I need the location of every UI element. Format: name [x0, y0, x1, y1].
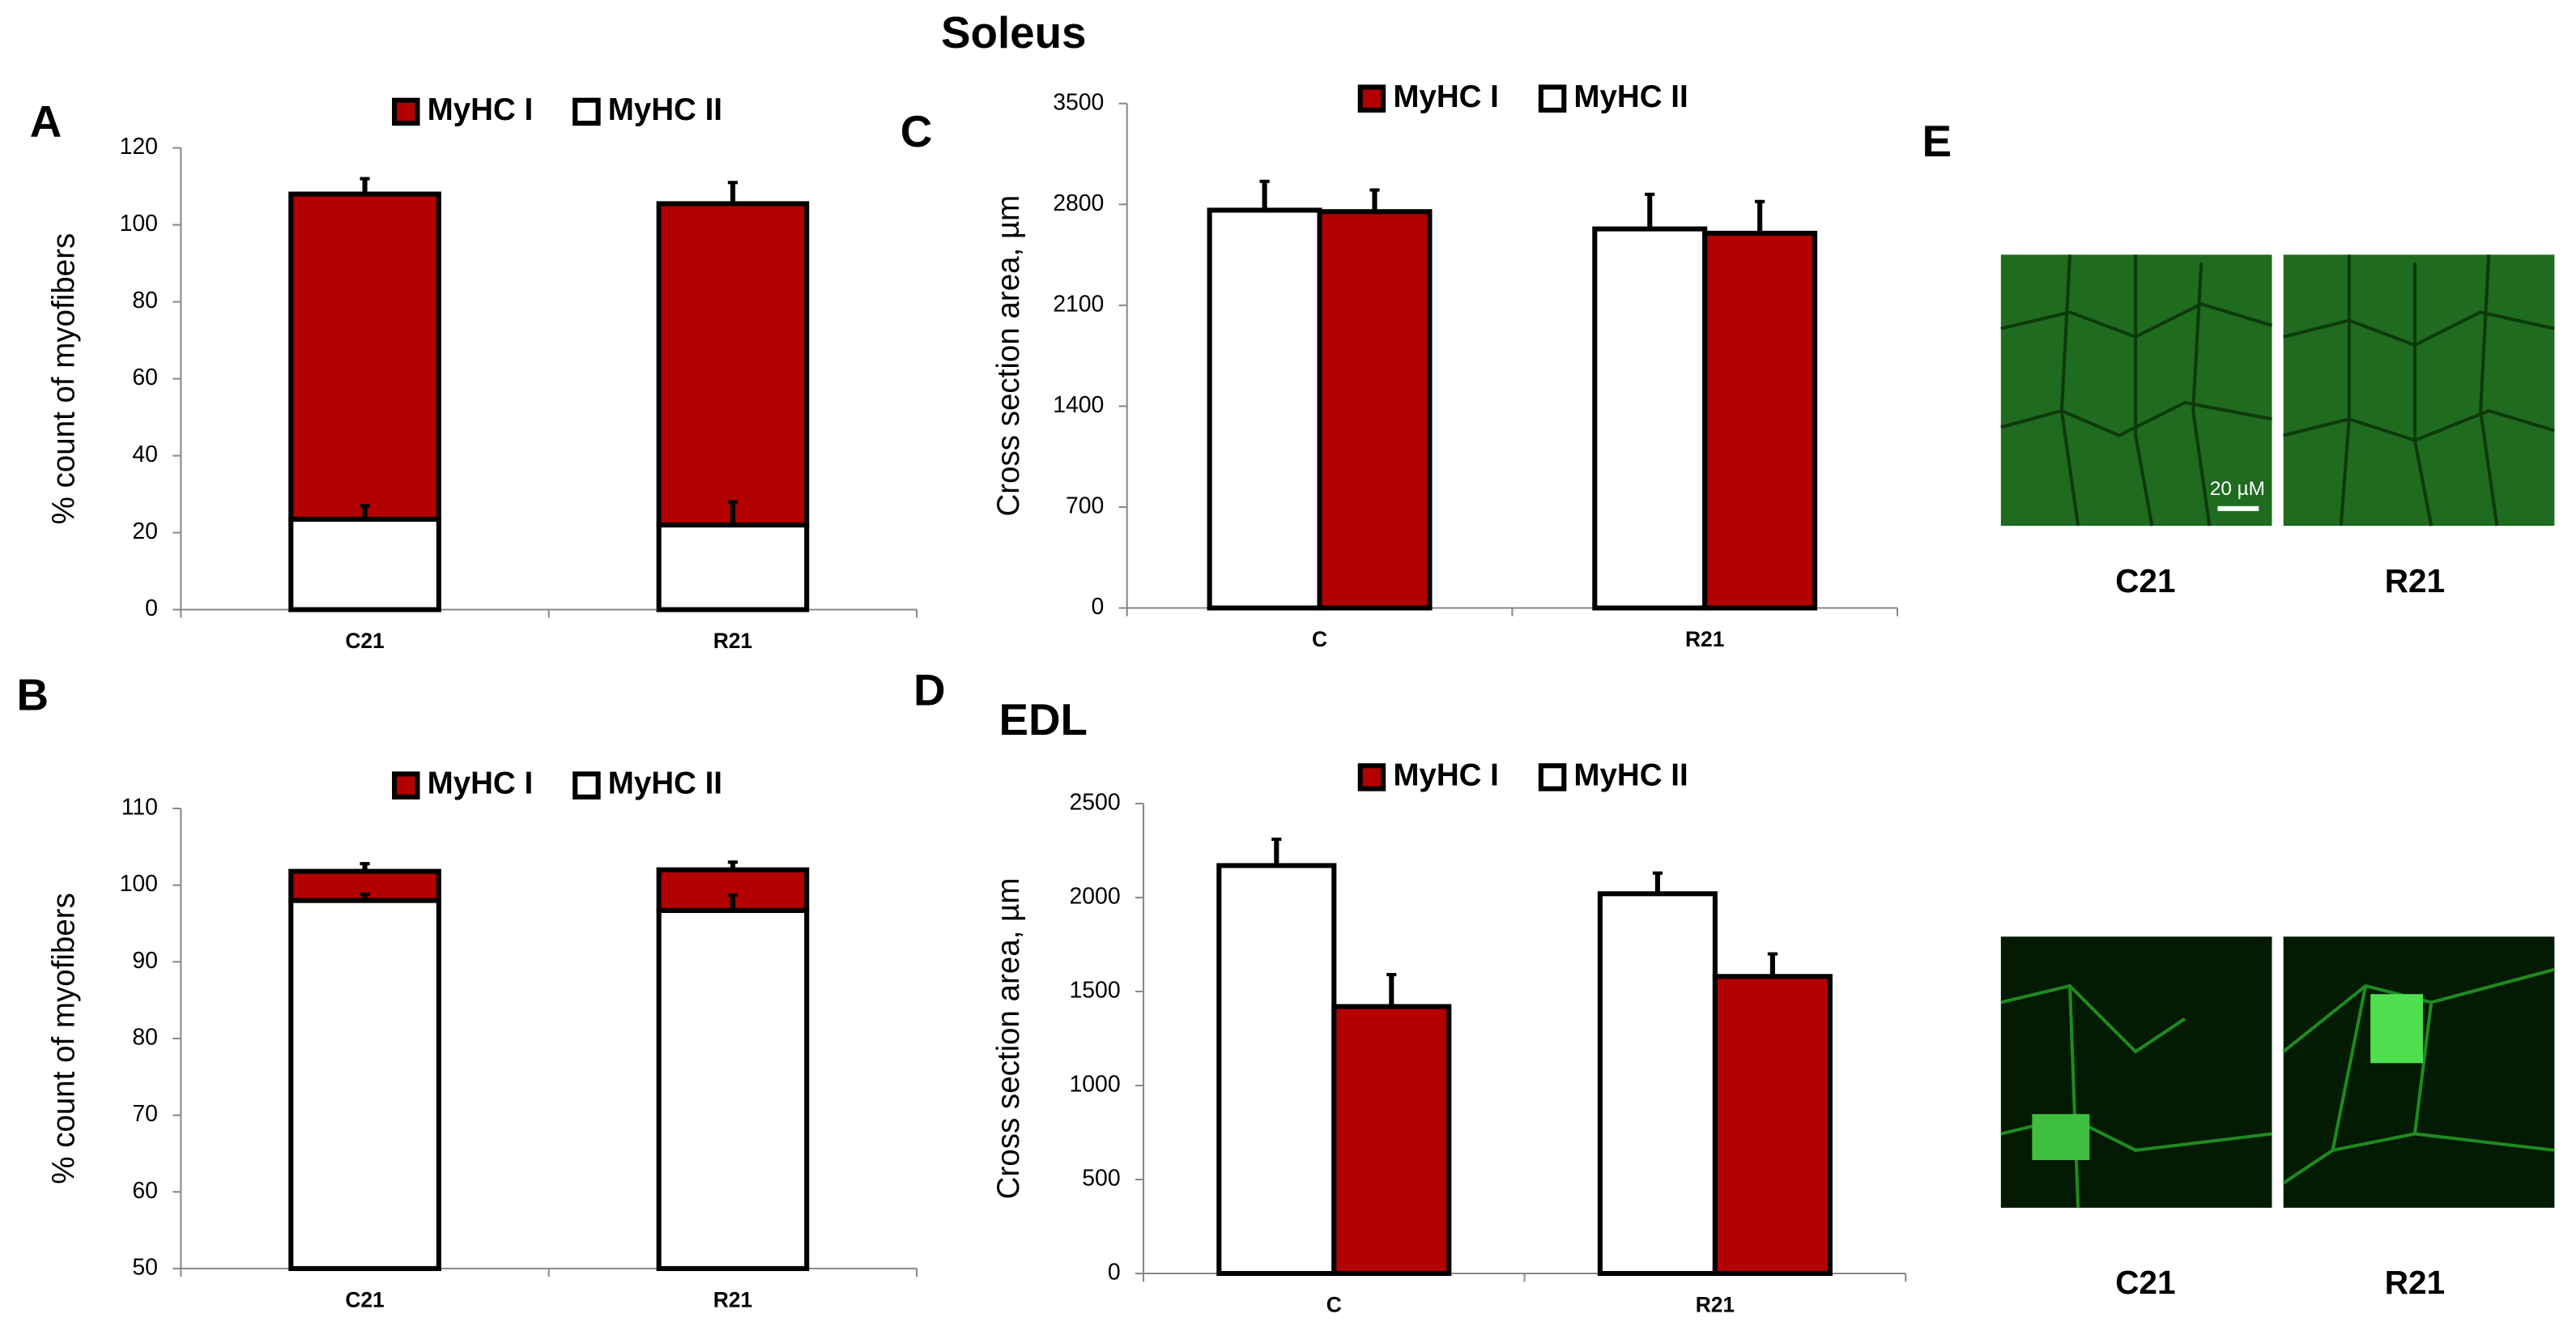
bar-segment: [656, 522, 810, 612]
figure-subtitle: EDL: [999, 694, 1088, 744]
bar-segment: [288, 516, 441, 612]
legend-swatch: [392, 771, 420, 800]
legend-swatch: [573, 97, 601, 126]
y-tick-label: 2000: [1069, 883, 1120, 909]
legend-label: MyHC I: [428, 766, 534, 801]
y-tick-label: 100: [120, 871, 158, 897]
y-tick-label: 60: [132, 365, 158, 390]
y-tick-label: 0: [1108, 1260, 1121, 1286]
bar: [1592, 226, 1708, 611]
legend-swatch: [1357, 763, 1386, 791]
panel-label: B: [17, 670, 49, 720]
y-tick-label: 110: [121, 794, 158, 820]
bar-segment: [288, 191, 441, 522]
y-tick-label: 50: [132, 1254, 158, 1280]
x-tick-label: R21: [713, 1287, 752, 1312]
legend-label: MyHC II: [608, 92, 722, 127]
panel-label: C: [901, 106, 933, 156]
y-axis-label: % count of myofibers: [47, 233, 82, 525]
legend-label: MyHC II: [1573, 758, 1688, 793]
bar: [1207, 207, 1322, 611]
legend-label: MyHC I: [428, 92, 534, 127]
y-tick-label: 90: [132, 948, 158, 974]
y-tick-label: 3500: [1053, 89, 1104, 115]
image-label: C21: [2115, 562, 2175, 599]
y-tick-label: 700: [1066, 493, 1104, 518]
bar: [1712, 974, 1833, 1277]
bar: [1216, 863, 1337, 1277]
legend-label: MyHC I: [1393, 79, 1499, 114]
bar-segment: [656, 201, 810, 528]
legend-swatch: [1538, 763, 1567, 791]
panel-label: D: [913, 664, 946, 715]
image-label: C21: [2115, 1264, 2175, 1301]
micrograph: [2283, 254, 2555, 527]
legend-label: MyHC II: [1573, 79, 1688, 114]
y-axis-label: Cross section area, µm: [991, 878, 1026, 1200]
cell-borders: [2000, 254, 2555, 527]
y-axis-label: Cross section area, µm: [991, 195, 1026, 517]
image-label: R21: [2385, 562, 2445, 599]
y-tick-label: 40: [132, 442, 158, 467]
x-tick-label: C21: [345, 1287, 384, 1312]
y-tick-label: 60: [132, 1178, 158, 1204]
y-tick-label: 0: [1092, 594, 1105, 620]
bar-segment: [656, 907, 810, 1271]
figure-title: Soleus: [941, 7, 1087, 58]
x-tick-label: R21: [713, 629, 752, 653]
x-tick-label: R21: [1696, 1293, 1735, 1317]
x-tick-label: C21: [345, 629, 384, 653]
y-tick-label: 1000: [1069, 1071, 1120, 1097]
y-tick-label: 20: [132, 518, 158, 544]
bar-segment: [288, 898, 441, 1271]
bar: [1317, 209, 1433, 611]
y-tick-label: 80: [132, 288, 158, 314]
legend-swatch: [1538, 84, 1567, 113]
y-tick-label: 80: [132, 1024, 158, 1050]
stained-fiber: [2370, 994, 2424, 1064]
x-tick-label: R21: [1685, 627, 1724, 651]
scale-bar: [2217, 506, 2259, 511]
micrograph: [2000, 936, 2272, 1208]
legend-label: MyHC I: [1393, 758, 1499, 793]
y-tick-label: 2500: [1069, 789, 1120, 815]
y-tick-label: 2800: [1053, 190, 1104, 216]
y-tick-label: 1400: [1053, 392, 1104, 418]
bar: [1702, 230, 1818, 611]
legend-swatch: [1357, 84, 1386, 113]
panel-label: A: [30, 96, 62, 147]
micrographs: 20 µM C21 R21 C21 R21: [2000, 254, 2555, 1301]
legend-label: MyHC II: [608, 766, 722, 801]
micrograph: [2283, 936, 2555, 1208]
bar: [1331, 1004, 1452, 1277]
panel-label: E: [1922, 116, 1952, 166]
image-label: R21: [2385, 1264, 2445, 1301]
bar: [1597, 891, 1718, 1277]
y-tick-label: 2100: [1053, 291, 1104, 317]
legend-swatch: [392, 97, 420, 126]
y-tick-label: 120: [120, 134, 158, 160]
legend-swatch: [573, 771, 601, 800]
scale-bar-label: 20 µM: [2210, 478, 2265, 500]
y-tick-label: 500: [1082, 1165, 1120, 1191]
x-tick-label: C: [1312, 627, 1327, 651]
y-tick-label: 1500: [1069, 977, 1120, 1003]
y-tick-label: 0: [145, 595, 158, 621]
y-tick-label: 100: [120, 211, 158, 237]
y-tick-label: 70: [132, 1101, 158, 1127]
x-tick-label: C: [1326, 1293, 1342, 1317]
stained-fiber: [2032, 1114, 2090, 1161]
y-axis-label: % count of myofibers: [47, 893, 82, 1184]
